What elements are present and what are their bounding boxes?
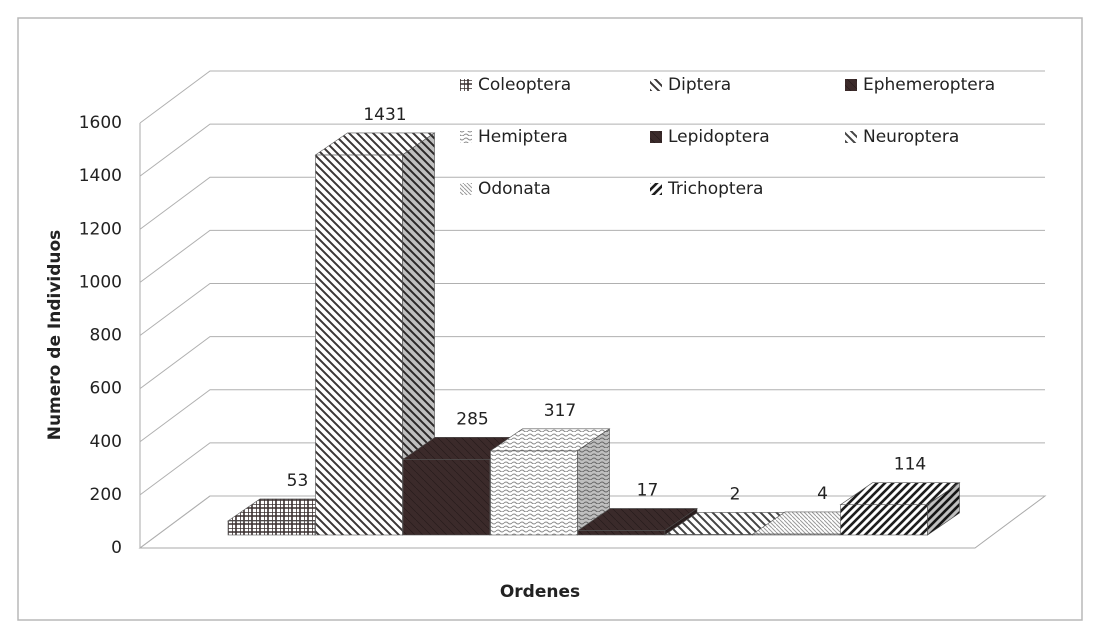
legend-label: Ephemeroptera [863,75,995,95]
data-label: 114 [894,455,926,475]
y-tick-label: 200 [90,485,122,505]
legend-swatch [460,131,472,143]
bar-side [927,482,960,536]
data-label: 4 [817,484,828,504]
bar [315,154,403,536]
data-label: 1431 [363,105,406,125]
bar [577,530,666,536]
grid-line [139,283,1045,336]
chart-frame [17,17,1083,621]
legend-swatch [460,79,472,91]
bar-side-shade [402,132,435,535]
legend-swatch [650,183,662,195]
y-tick-label: 800 [90,326,122,346]
legend-swatch [845,131,857,143]
legend-swatch [650,79,662,91]
bar-side-shade [665,508,697,535]
y-tick-label: 1200 [79,219,122,239]
data-label: 53 [287,471,309,491]
bar-side-shade [577,428,610,535]
y-tick-label: 0 [111,538,122,558]
legend-label: Hemiptera [478,127,568,147]
bar-side-shade [927,482,960,535]
x-axis-title: Ordenes [500,582,580,602]
data-label: 317 [544,401,576,421]
grid-line [139,176,1045,230]
bar [227,520,316,536]
bar [490,450,578,536]
y-axis-title: Numero de Individuos [45,230,65,441]
legend-label: Coleoptera [478,75,571,95]
y-tick-label: 1400 [79,166,122,186]
bar [840,504,928,536]
y-tick-label: 600 [90,379,122,399]
data-label: 17 [637,480,659,500]
grid-line [139,123,1045,177]
legend-label: Diptera [668,75,731,95]
y-tick-label: 400 [90,432,122,452]
grid-line [139,495,1045,549]
data-label: 285 [456,409,488,429]
data-label: 2 [730,484,741,504]
legend-swatch [650,131,662,143]
grid-line [139,70,1045,124]
legend-swatch [845,79,857,91]
legend-label: Lepidoptera [668,127,770,147]
bar [402,458,491,536]
legend-swatch [460,183,472,195]
grid-line [139,442,1045,496]
y-tick-label: 1000 [79,272,122,292]
y-tick-label: 1600 [79,113,122,133]
grid-line [139,389,1045,443]
legend-label: Neuroptera [863,127,959,147]
legend-label: Odonata [478,179,551,199]
legend-label: Trichoptera [667,179,763,199]
grid-line [139,336,1045,390]
grid-line [139,229,1045,283]
